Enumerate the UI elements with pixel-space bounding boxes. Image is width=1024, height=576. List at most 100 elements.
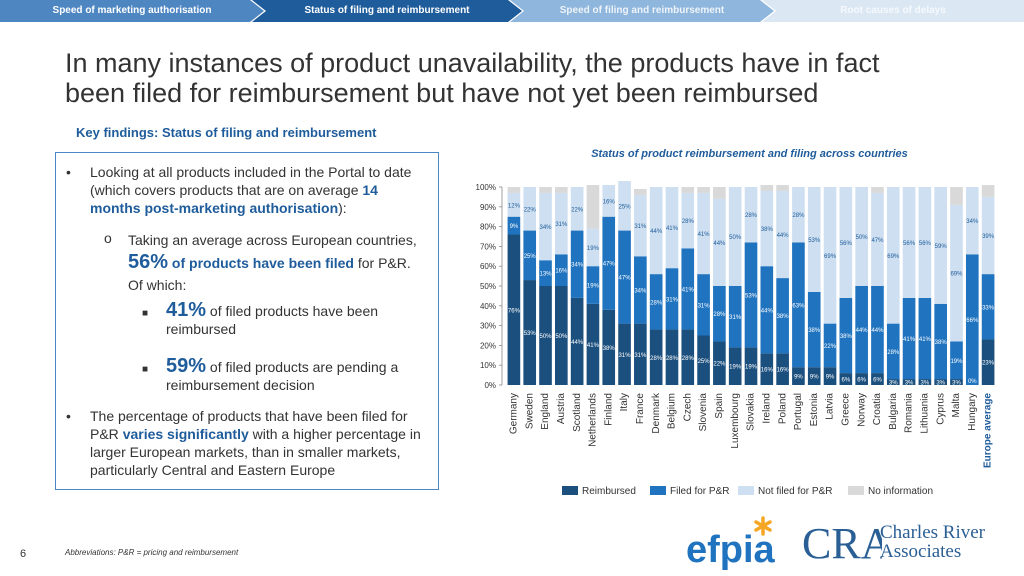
bullet-dot: • bbox=[66, 408, 71, 424]
y-tick-label: 30% bbox=[480, 322, 496, 331]
x-category-label: Croatia bbox=[872, 393, 883, 426]
bar-segment bbox=[744, 242, 758, 348]
data-label: 59% bbox=[935, 244, 948, 250]
data-label: 19% bbox=[729, 365, 742, 371]
bar-segment bbox=[586, 266, 600, 304]
finding-5: The percentage of products that have bee… bbox=[90, 407, 430, 479]
data-label: 34% bbox=[540, 225, 553, 231]
bar-segment bbox=[760, 353, 774, 385]
data-label: 33% bbox=[982, 305, 995, 311]
data-label: 41% bbox=[587, 343, 600, 349]
bar-segment bbox=[555, 192, 568, 255]
x-category-label: Lithuania bbox=[920, 393, 931, 434]
x-category-label: Finland bbox=[603, 393, 614, 426]
x-category-label: Slovakia bbox=[746, 393, 757, 431]
bar-segment bbox=[649, 329, 663, 385]
data-label: 44% bbox=[777, 233, 790, 239]
bar-segment bbox=[902, 187, 916, 298]
page-title-line-1: In many instances of product unavailabil… bbox=[65, 48, 880, 78]
finding-4: 59% of filed products are pending a reim… bbox=[166, 355, 428, 394]
data-label: 47% bbox=[619, 276, 632, 282]
tab-speed-of-filing[interactable]: Speed of filing and reimbursement bbox=[510, 0, 774, 22]
legend-item: Reimbursed bbox=[562, 486, 636, 497]
page-title-line-2: been filed for reimbursement but have no… bbox=[65, 78, 819, 108]
data-label: 9% bbox=[826, 375, 835, 381]
x-category-label: Scotland bbox=[572, 393, 583, 432]
finding-1-text: Looking at all products included in the … bbox=[90, 164, 412, 198]
data-label: 19% bbox=[745, 365, 758, 371]
legend-item: Not filed for P&R bbox=[738, 486, 832, 497]
tab-root-causes[interactable]: Root causes of delays bbox=[762, 0, 1024, 22]
y-tick-label: 10% bbox=[480, 361, 496, 370]
legend-swatch bbox=[738, 486, 754, 495]
x-category-label: France bbox=[635, 393, 646, 425]
data-label: 28% bbox=[650, 300, 663, 306]
bar-segment bbox=[539, 260, 552, 286]
data-label: 22% bbox=[571, 207, 584, 213]
y-tick-label: 70% bbox=[480, 242, 496, 251]
data-label: 28% bbox=[682, 356, 695, 362]
data-label: 38% bbox=[840, 334, 853, 340]
x-category-label: Greece bbox=[840, 393, 851, 426]
bar-segment bbox=[950, 187, 963, 205]
data-label: 56% bbox=[840, 241, 853, 247]
bar-segment bbox=[981, 196, 995, 275]
data-label: 41% bbox=[666, 226, 679, 232]
bar-segment bbox=[918, 187, 932, 298]
finding-3-pct: 41% bbox=[166, 299, 207, 321]
x-category-label: Bulgaria bbox=[888, 393, 899, 430]
data-label: 44% bbox=[871, 328, 884, 334]
data-label: 38% bbox=[935, 340, 948, 346]
x-category-label: Luxembourg bbox=[730, 393, 741, 449]
tab-speed-of-marketing-authorisation[interactable]: Speed of marketing authorisation bbox=[0, 0, 264, 22]
data-label: 22% bbox=[824, 344, 837, 350]
bar-segment bbox=[697, 274, 710, 336]
bar-segment bbox=[965, 187, 979, 255]
bar-segment bbox=[555, 254, 568, 286]
bar-segment bbox=[871, 286, 884, 374]
bar-segment bbox=[855, 286, 868, 374]
bar-segment bbox=[918, 379, 932, 385]
x-category-label: Europe average bbox=[983, 393, 994, 468]
legend-swatch bbox=[848, 486, 864, 495]
bar-segment bbox=[760, 190, 774, 267]
bar-segment bbox=[792, 187, 805, 243]
bar-segment bbox=[634, 323, 647, 385]
bar-segment bbox=[855, 373, 868, 385]
bar-segment bbox=[507, 216, 521, 235]
data-label: 12% bbox=[508, 203, 521, 209]
bar-segment bbox=[618, 323, 631, 385]
bar-segment bbox=[823, 367, 837, 385]
data-label: 9% bbox=[810, 375, 819, 381]
data-label: 39% bbox=[982, 234, 995, 240]
x-category-label: Romania bbox=[904, 393, 915, 433]
data-label: 3% bbox=[952, 381, 961, 387]
data-label: 41% bbox=[682, 287, 695, 293]
bar-segment bbox=[902, 297, 916, 380]
data-label: 28% bbox=[745, 213, 758, 219]
x-category-label: England bbox=[540, 393, 551, 430]
bar-segment bbox=[807, 187, 821, 292]
data-label: 16% bbox=[555, 269, 568, 275]
x-category-label: Netherlands bbox=[588, 393, 599, 447]
bar-segment bbox=[586, 228, 600, 267]
bar-segment bbox=[665, 268, 679, 330]
bar-segment bbox=[776, 278, 789, 354]
efpia-star-icon bbox=[754, 516, 772, 536]
x-category-label: Czech bbox=[682, 393, 693, 421]
data-label: 31% bbox=[729, 315, 742, 321]
bar-segment bbox=[871, 187, 884, 193]
bullet-circle: o bbox=[104, 230, 112, 246]
bar-segment bbox=[934, 379, 947, 385]
legend-label: No information bbox=[868, 486, 934, 497]
bar-segment bbox=[886, 187, 900, 324]
section-subtitle: Key findings: Status of filing and reimb… bbox=[76, 125, 377, 140]
data-label: 3% bbox=[905, 381, 914, 387]
finding-4-pct: 59% bbox=[166, 355, 207, 377]
bar-segment bbox=[555, 286, 568, 385]
tab-status-of-filing[interactable]: Status of filing and reimbursement bbox=[252, 0, 522, 22]
bar-segment bbox=[871, 192, 884, 286]
data-label: 50% bbox=[555, 334, 568, 340]
bar-segment bbox=[649, 274, 663, 330]
data-label: 53% bbox=[808, 238, 821, 244]
